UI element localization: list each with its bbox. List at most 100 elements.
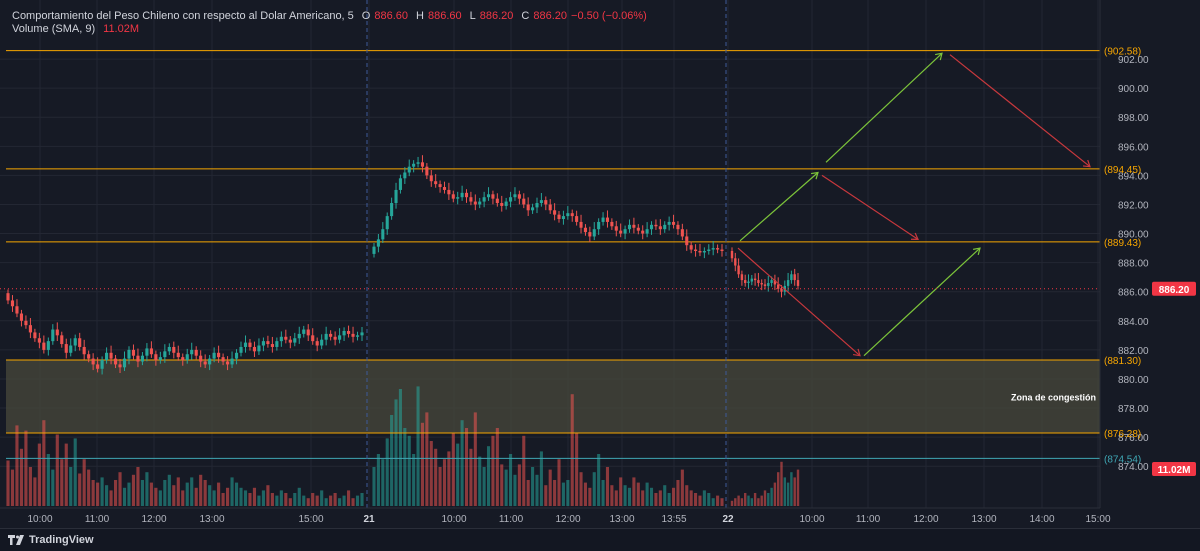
candle-body — [91, 358, 95, 365]
time-axis[interactable]: 10:00 11:00 12:00 13:00 15:00 21 10:00 11:00 12:… — [27, 514, 1110, 525]
volume-bar — [676, 480, 680, 506]
candle-body — [64, 344, 68, 353]
candle-body — [796, 280, 800, 286]
volume-bar — [702, 490, 706, 506]
candle-body — [333, 336, 337, 340]
volume-bar — [208, 485, 212, 506]
volume-bar — [412, 454, 416, 506]
volume-bar — [796, 469, 800, 506]
volume-bar — [342, 495, 346, 506]
y-tick-label: 896.00 — [1118, 142, 1149, 153]
level-label: (874.54) — [1104, 454, 1141, 465]
y-tick-label: 884.00 — [1118, 317, 1149, 328]
volume-bar — [610, 485, 614, 506]
volume-bar — [360, 493, 364, 506]
volume-bar — [601, 480, 605, 506]
tradingview-brand[interactable]: TradingView — [8, 534, 94, 546]
candle-body — [747, 281, 750, 283]
candle-body — [763, 284, 767, 286]
candle-body — [288, 339, 292, 343]
legend-close-value: 886.20 — [533, 10, 568, 22]
volume-bar — [385, 438, 389, 506]
candle-body — [208, 358, 212, 365]
candle-body — [293, 338, 297, 343]
volume-bar — [266, 485, 270, 506]
volume-bar — [456, 443, 460, 506]
candle-body — [100, 360, 104, 369]
candle-body — [757, 280, 760, 283]
candle-body — [464, 192, 469, 198]
candle-body — [261, 341, 265, 346]
volume-bar — [28, 467, 32, 506]
volume-bar — [24, 430, 28, 506]
volume-bar — [451, 433, 455, 506]
volume-bar — [82, 459, 86, 506]
volume-bar — [105, 485, 109, 506]
volume-bar — [42, 420, 46, 506]
legend-price-row: Comportamiento del Peso Chileno con resp… — [12, 10, 647, 23]
volume-bar — [100, 477, 104, 506]
candle-body — [698, 251, 702, 253]
projection-arrowhead — [852, 348, 861, 357]
volume-bar — [346, 490, 351, 506]
volume-bar — [167, 474, 171, 506]
price-chart[interactable]: Zona de congestión 874.00 876.00 878.00 880… — [0, 0, 1200, 528]
candle-body — [19, 313, 24, 321]
volume-bar — [495, 428, 499, 506]
volume-bar — [60, 459, 64, 506]
price-axis-background — [1100, 0, 1200, 508]
candle-body — [60, 335, 64, 345]
x-tick-label: 14:00 — [1029, 514, 1054, 525]
volume-bar — [773, 482, 777, 506]
volume-bar — [261, 490, 265, 506]
candle-body — [69, 345, 73, 353]
candle-body — [561, 216, 565, 220]
volume-bar — [770, 487, 773, 506]
volume-bar — [667, 493, 671, 506]
candle-body — [478, 201, 482, 205]
volume-bar — [548, 469, 552, 506]
volume-bar — [394, 399, 398, 506]
volume-bar — [793, 477, 796, 506]
volume-bar — [333, 493, 337, 506]
legend-volume-row: Volume (SMA, 9) 11.02M — [12, 23, 647, 36]
candle-body — [199, 355, 203, 362]
candle-body — [105, 352, 109, 361]
candle-body — [614, 226, 618, 231]
volume-bar — [145, 472, 149, 506]
candle-body — [234, 352, 239, 359]
candle-body — [535, 203, 539, 208]
volume-bar — [226, 487, 230, 506]
candle-body — [315, 341, 319, 346]
volume-bar — [783, 477, 786, 506]
candle-body — [28, 325, 32, 333]
candle-body — [266, 341, 270, 345]
volume-bar — [780, 461, 783, 506]
candle-body — [753, 278, 757, 281]
level-label: (881.30) — [1104, 356, 1141, 367]
candle-body — [252, 346, 257, 352]
candle-body — [385, 216, 389, 230]
volume-bar — [390, 415, 394, 506]
volume-bar — [744, 493, 747, 506]
volume-bar — [275, 495, 279, 506]
candle-body — [51, 329, 55, 342]
candle-body — [663, 224, 667, 230]
volume-bar — [306, 498, 310, 506]
volume-bar — [753, 493, 757, 506]
volume-bar — [619, 477, 623, 506]
volume-bar — [51, 469, 55, 506]
y-tick-label: 888.00 — [1118, 259, 1149, 270]
candle-body — [203, 361, 207, 365]
candle-body — [158, 357, 162, 361]
price-axis[interactable]: 874.00 876.00 878.00 880.00 882.00 884.00 886.… — [1118, 55, 1149, 473]
candle-body — [486, 194, 491, 198]
candle-body — [24, 320, 28, 326]
volume-bar — [491, 435, 495, 506]
y-tick-label: 878.00 — [1118, 404, 1149, 415]
candle-body — [230, 358, 234, 365]
legend-close-key: C — [521, 10, 530, 22]
legend-high-key: H — [416, 10, 424, 22]
candle-body — [154, 354, 158, 361]
candle-body — [329, 333, 333, 337]
